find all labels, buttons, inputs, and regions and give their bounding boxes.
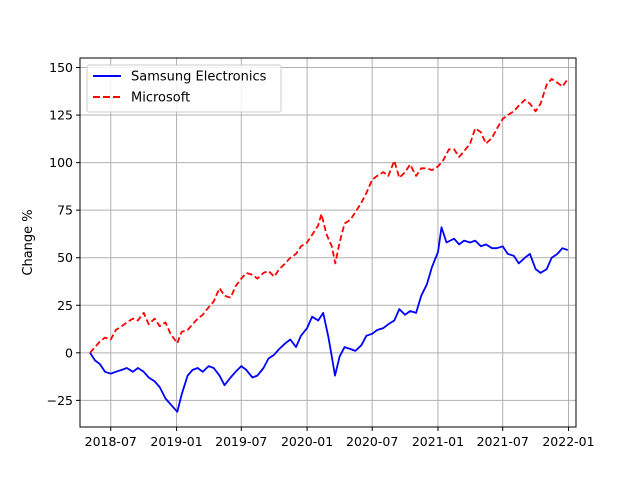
x-tick-label-0: 2018-07 (85, 434, 137, 449)
y-tick-label-7: 150 (49, 60, 73, 75)
series-layer (89, 78, 569, 413)
y-tick-label-4: 75 (57, 203, 73, 218)
x-tick-label-2: 2019-07 (215, 434, 267, 449)
plot-frame (79, 57, 577, 428)
x-tick-label-5: 2021-01 (412, 434, 464, 449)
y-tick-label-0: −25 (47, 393, 73, 408)
legend-label-samsung-electronics: Samsung Electronics (131, 70, 267, 85)
x-tick-label-7: 2022-01 (542, 434, 594, 449)
legend-box (86, 64, 282, 113)
x-tick-label-3: 2020-01 (281, 434, 333, 449)
y-axis-label: Change % (21, 209, 36, 275)
legend-label-microsoft: Microsoft (131, 91, 190, 106)
grid-layer (80, 58, 576, 427)
y-tick-label-2: 25 (57, 298, 73, 313)
series-line-microsoft (89, 78, 569, 354)
x-tick-label-1: 2019-01 (150, 434, 202, 449)
y-tick-label-5: 100 (49, 155, 73, 170)
series-line-samsung-electronics (89, 226, 569, 413)
legend: Samsung Electronics Microsoft (86, 64, 282, 113)
x-tick-label-6: 2021-07 (477, 434, 529, 449)
y-tick-label-3: 50 (57, 250, 73, 265)
y-tick-label-6: 125 (49, 108, 73, 123)
x-tick-label-4: 2020-07 (346, 434, 398, 449)
tick-layer: 2018-07 2019-01 2019-07 2020-01 2020-07 2021-… (47, 60, 595, 449)
y-tick-label-1: 0 (65, 345, 73, 360)
